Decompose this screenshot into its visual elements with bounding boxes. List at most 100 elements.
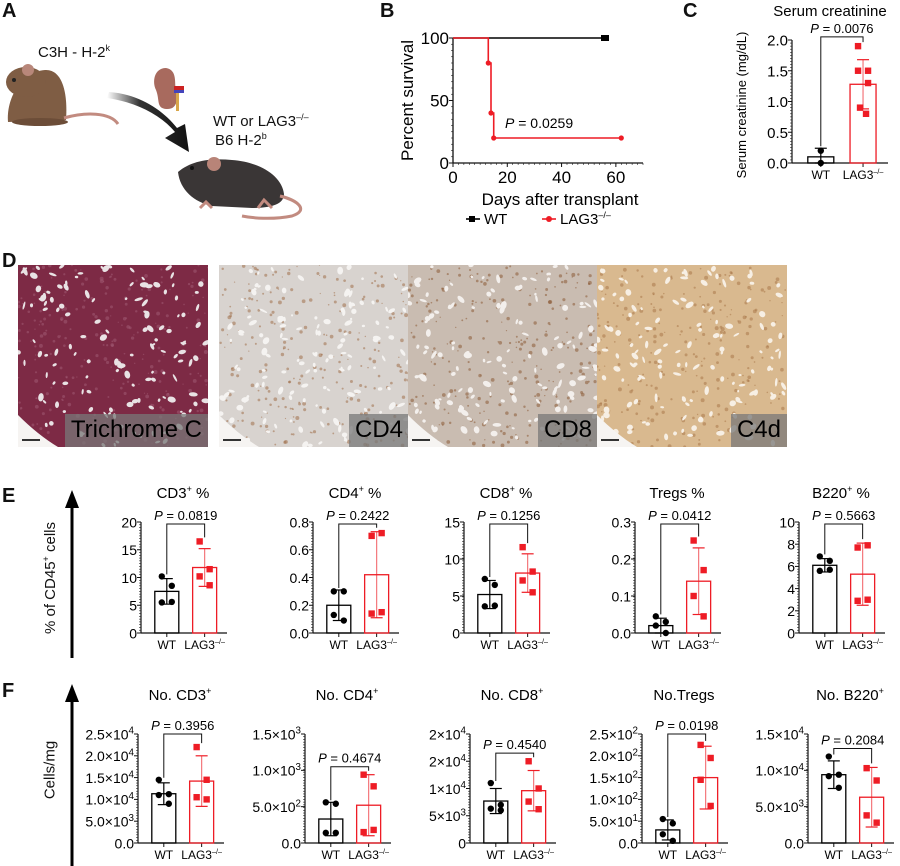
tubule-lumen [564, 265, 569, 270]
stain-speck [219, 341, 222, 345]
tubule-lumen [340, 338, 346, 343]
y-tick-label: 5×103 [429, 807, 467, 824]
x-category-label: WT [480, 638, 499, 652]
donor-label-sup: k [105, 43, 111, 53]
stain-speck [18, 339, 21, 343]
stain-speck [280, 352, 285, 357]
stain-speck [376, 284, 380, 288]
stain-speck [349, 397, 354, 401]
stain-speck [547, 321, 551, 325]
stain-speck [547, 300, 552, 304]
tubule-lumen [43, 292, 46, 297]
tubule-lumen [653, 348, 662, 356]
stain-speck [515, 272, 519, 276]
tubule-lumen [716, 430, 725, 436]
tubule-lumen [685, 402, 690, 407]
stain-speck [302, 401, 307, 406]
stain-speck [162, 353, 165, 356]
tubule-lumen [151, 370, 154, 374]
stain-speck [428, 309, 432, 313]
stain-speck [481, 443, 486, 447]
stain-speck [600, 402, 603, 405]
tubule-lumen [54, 348, 59, 356]
data-point-wt [497, 807, 504, 814]
stain-speck [40, 285, 43, 288]
tubule-lumen [59, 265, 65, 269]
stain-speck [390, 381, 393, 385]
x-category-label: LAG3–/– [842, 637, 883, 652]
tubule-lumen [518, 284, 523, 290]
tubule-lumen [338, 424, 342, 433]
stain-speck [632, 311, 635, 315]
tubule-lumen [430, 265, 434, 269]
tubule-lumen [236, 404, 244, 411]
stain-speck [650, 303, 653, 305]
stain-speck [518, 347, 522, 351]
tubule-lumen [402, 307, 407, 313]
tubule-lumen [419, 410, 422, 415]
y-tick-label: 1.0×103 [252, 762, 301, 779]
tubule-lumen [534, 367, 537, 373]
tubule-lumen [691, 425, 697, 431]
x-category-label: WT [651, 638, 670, 652]
tubule-lumen [601, 297, 605, 301]
stain-speck [52, 339, 56, 343]
y-tick-label: 20 [121, 514, 137, 530]
y-tick-label: 10 [121, 570, 137, 586]
stain-speck [400, 292, 403, 295]
donor-label: C3H - H-2k [38, 43, 110, 61]
stain-speck [63, 344, 66, 347]
stain-speck [50, 277, 53, 279]
stain-speck [67, 402, 72, 407]
panel-letter-d: D [2, 250, 17, 272]
stain-speck [226, 334, 229, 336]
tubule-lumen [431, 424, 435, 431]
stain-speck [274, 443, 277, 446]
y-tick-label: 2×104 [429, 753, 467, 770]
stain-speck [299, 378, 301, 381]
tubule-lumen [615, 353, 620, 359]
stain-speck [467, 404, 470, 407]
stain-speck [18, 401, 21, 404]
tubule-lumen [663, 343, 668, 347]
stain-speck [550, 349, 553, 352]
tubule-lumen [447, 304, 451, 309]
stain-speck [482, 337, 485, 340]
stain-speck [288, 380, 292, 384]
stain-speck [458, 344, 462, 349]
stain-speck [769, 300, 771, 302]
stain-speck [717, 413, 720, 416]
tubule-lumen [528, 419, 532, 423]
stain-speck [341, 423, 344, 426]
stain-speck [63, 319, 68, 324]
tubule-lumen [255, 382, 259, 388]
stain-speck [587, 282, 591, 286]
stain-speck [338, 328, 342, 333]
stain-speck [780, 367, 784, 372]
stain-speck [104, 309, 109, 313]
stain-speck [297, 381, 301, 385]
stain-speck [323, 333, 326, 336]
stain-speck [724, 407, 729, 412]
tubule-lumen [506, 349, 510, 353]
stain-speck [100, 332, 103, 336]
tubule-lumen [720, 376, 725, 382]
stain-speck [269, 300, 273, 304]
stain-speck [524, 377, 527, 380]
stain-speck [760, 288, 764, 292]
stain-speck [281, 397, 285, 401]
e-axis-arrow-icon [65, 490, 79, 658]
stain-speck [69, 328, 72, 331]
tubule-lumen [437, 352, 443, 358]
tubule-lumen [496, 356, 502, 362]
stain-speck [64, 290, 67, 294]
tubule-lumen [43, 300, 48, 306]
stain-speck [257, 398, 261, 402]
stain-speck [744, 403, 747, 405]
x-category-label: LAG3–/– [513, 847, 554, 862]
tubule-lumen [599, 268, 606, 274]
stain-speck [706, 303, 710, 307]
x-tick-label: 40 [552, 168, 571, 187]
tubule-lumen [537, 382, 543, 387]
p-value-annotation: P = 0.3956 [151, 718, 214, 733]
